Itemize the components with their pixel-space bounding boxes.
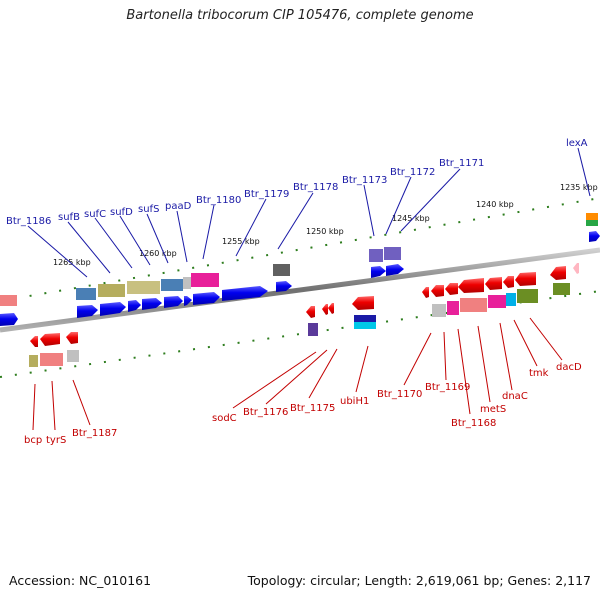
forward-gene: [276, 281, 292, 292]
gene-label-forward: lexA: [566, 138, 588, 149]
forward-gene: [100, 302, 126, 316]
reverse-feature-blocks: [29, 283, 570, 367]
gene-label-reverse: dnaC: [502, 391, 528, 402]
reverse-gene: [503, 276, 514, 288]
gene-label-forward: sufD: [110, 207, 133, 218]
accession-text: Accession: NC_010161: [9, 573, 152, 588]
reverse-gene: [40, 333, 60, 346]
forward-gene: [128, 300, 141, 312]
reverse-gene: [445, 283, 458, 295]
forward-label-lines: [27, 147, 591, 278]
reverse-gene: [352, 296, 374, 310]
reverse-gene: [550, 266, 566, 280]
gene-label-reverse: Btr_1176: [243, 407, 288, 418]
gene-label-reverse: dacD: [556, 362, 582, 373]
gene-label-forward: Btr_1186: [6, 216, 51, 227]
reverse-gene: [458, 278, 484, 293]
gene-label-reverse: tmk: [529, 368, 549, 379]
tick-label: 1255 kbp: [222, 237, 260, 246]
gene-label-reverse: Btr_1170: [377, 389, 422, 400]
forward-gene: [386, 264, 404, 276]
forward-gene: [222, 286, 268, 301]
gene-label-forward: Btr_1173: [342, 175, 387, 186]
reverse-gene: [66, 332, 78, 344]
reverse-gene: [515, 272, 536, 286]
gene-label-reverse: Btr_1168: [451, 418, 496, 429]
reverse-gene: [322, 304, 328, 315]
forward-gene: [0, 313, 18, 326]
forward-gene: [142, 298, 162, 310]
reverse-gene: [573, 263, 579, 274]
genome-backbone: [0, 247, 600, 333]
gene-label-reverse: metS: [480, 404, 506, 415]
gene-label-forward: sufC: [84, 209, 106, 220]
gene-label-reverse: Btr_1175: [290, 403, 335, 414]
tick-label: 1250 kbp: [306, 227, 344, 236]
forward-gene: [371, 266, 386, 278]
reverse-labels: bcp tyrS Btr_1187 sodC Btr_1176 Btr_1175…: [24, 362, 582, 446]
gene-label-forward: Btr_1180: [196, 195, 241, 206]
gene-label-forward: sufB: [58, 212, 80, 223]
reverse-gene: [485, 277, 502, 290]
gene-label-forward: sufS: [138, 204, 159, 215]
forward-gene: [193, 292, 220, 305]
reverse-gene: [30, 336, 38, 347]
forward-gene: [184, 296, 192, 306]
tick-label: 1260 kbp: [139, 249, 177, 258]
genome-summary-text: Topology: circular; Length: 2,619,061 bp…: [247, 573, 591, 588]
reverse-genes[interactable]: [30, 263, 579, 347]
gene-label-reverse: tyrS: [46, 435, 66, 446]
gene-label-forward: Btr_1179: [244, 189, 289, 200]
gene-label-reverse: bcp: [24, 435, 42, 446]
reverse-gene: [422, 287, 429, 298]
gene-label-reverse: Btr_1187: [72, 428, 117, 439]
gene-label-forward: Btr_1172: [390, 167, 435, 178]
forward-genes[interactable]: [0, 231, 600, 326]
gene-label-reverse: sodC: [212, 413, 237, 424]
forward-gene: [77, 305, 98, 318]
tick-label: 1265 kbp: [53, 258, 91, 267]
gene-label-reverse: ubiH1: [340, 396, 369, 407]
reverse-label-lines: [32, 317, 563, 431]
forward-labels: Btr_1186 sufB sufC sufD sufS paaD Btr_11…: [6, 138, 588, 227]
forward-feature-blocks: [0, 213, 598, 306]
tick-label: 1235 kbp: [560, 183, 598, 192]
reverse-gene: [431, 285, 444, 297]
tick-labels: 1265 kbp 1260 kbp 1255 kbp 1250 kbp 1245…: [53, 183, 598, 267]
gene-label-forward: Btr_1171: [439, 158, 484, 169]
gene-label-reverse: Btr_1169: [425, 382, 470, 393]
map-title: Bartonella tribocorum CIP 105476, comple…: [126, 8, 474, 23]
forward-gene: [164, 296, 183, 308]
reverse-gene: [306, 306, 315, 318]
gene-label-forward: Btr_1178: [293, 182, 338, 193]
gene-label-forward: paaD: [165, 201, 192, 212]
tick-label: 1245 kbp: [392, 214, 430, 223]
forward-gene: [589, 231, 600, 242]
tick-label: 1240 kbp: [476, 200, 514, 209]
reverse-gene: [328, 303, 334, 314]
